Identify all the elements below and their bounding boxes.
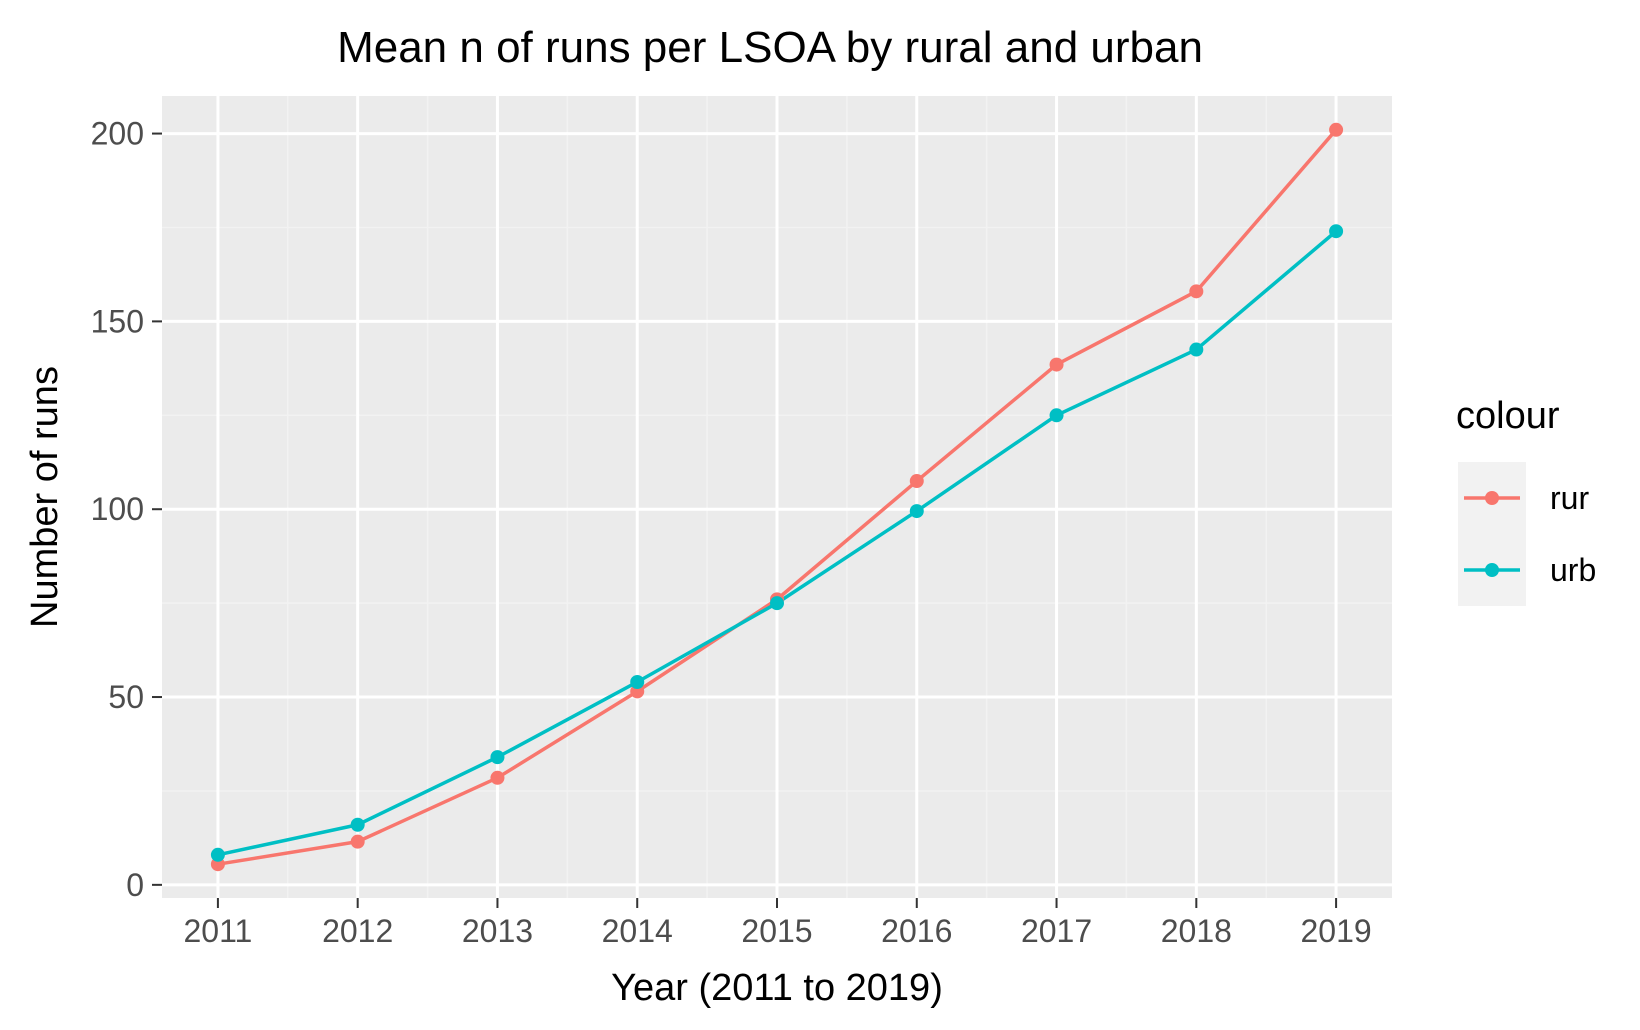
- chart-title: Mean n of runs per LSOA by rural and urb…: [337, 23, 1203, 72]
- legend-title: colour: [1456, 395, 1560, 437]
- data-point-urb: [770, 596, 784, 611]
- legend-point-rur: [1485, 491, 1499, 505]
- data-point-rur: [1329, 122, 1344, 137]
- data-point-rur: [1049, 357, 1064, 372]
- y-tick-label: 0: [126, 867, 144, 903]
- legend-label-urb: urb: [1550, 552, 1596, 588]
- data-point-urb: [630, 675, 645, 690]
- y-tick-label: 150: [91, 303, 144, 339]
- data-point-urb: [210, 847, 225, 862]
- data-point-rur: [1189, 284, 1204, 299]
- x-axis-title: Year (2011 to 2019): [611, 967, 943, 1009]
- x-tick-label: 2015: [741, 913, 812, 949]
- y-tick-label: 100: [91, 491, 144, 527]
- legend: colour rur urb: [1456, 395, 1596, 606]
- y-axis-title: Number of runs: [24, 366, 66, 628]
- data-point-urb: [490, 750, 505, 765]
- legend-label-rur: rur: [1550, 480, 1589, 516]
- x-tick-label: 2014: [602, 913, 673, 949]
- x-tick-label: 2018: [1161, 913, 1232, 949]
- x-tick-label: 2011: [184, 913, 253, 949]
- data-point-urb: [1329, 224, 1344, 239]
- data-point-rur: [350, 834, 365, 849]
- y-tick-label: 50: [108, 679, 144, 715]
- data-point-urb: [1049, 408, 1064, 423]
- x-tick-label: 2019: [1300, 913, 1371, 949]
- x-tick-label: 2016: [881, 913, 952, 949]
- data-point-urb: [1189, 342, 1204, 357]
- data-point-urb: [909, 504, 924, 519]
- data-point-urb: [350, 817, 365, 832]
- data-point-rur: [490, 770, 505, 785]
- plot-area: 2011 2012 2013 2014 2015 2016 2017 2018 2019 0 50 1…: [91, 96, 1392, 949]
- x-tick-label: 2012: [322, 913, 393, 949]
- y-tick-label: 200: [91, 116, 144, 152]
- legend-point-urb: [1485, 563, 1499, 577]
- x-tick-label: 2013: [462, 913, 533, 949]
- data-point-rur: [909, 474, 924, 489]
- x-tick-label: 2017: [1021, 913, 1092, 949]
